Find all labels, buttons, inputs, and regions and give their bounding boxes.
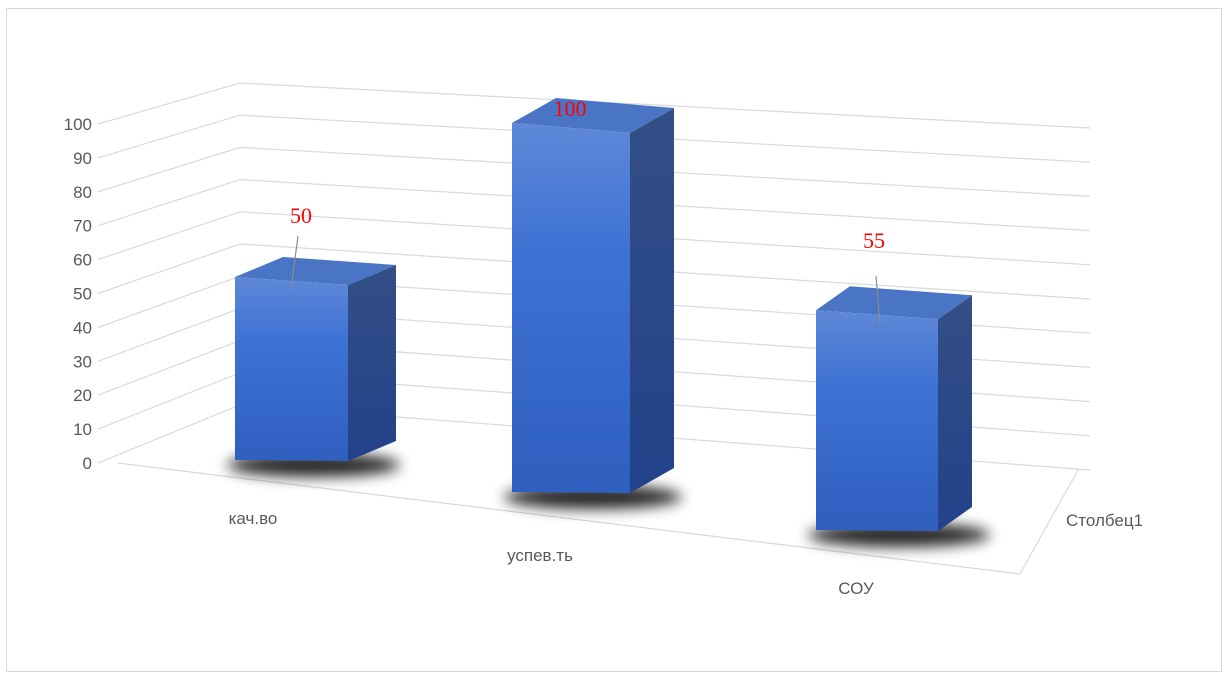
floor-right-edge bbox=[1019, 469, 1079, 575]
y-tick-label: 70 bbox=[73, 217, 92, 236]
label-leaders bbox=[290, 235, 881, 325]
bar bbox=[235, 277, 348, 461]
label-leader-line bbox=[875, 275, 881, 325]
series-axis-label: Столбец1 bbox=[1066, 511, 1143, 530]
y-tick-label: 20 bbox=[73, 386, 92, 405]
label-leader-line bbox=[290, 235, 299, 290]
y-tick-label: 40 bbox=[73, 318, 92, 337]
bars bbox=[235, 98, 972, 531]
bar bbox=[512, 123, 630, 493]
category-label: кач.во bbox=[229, 509, 278, 528]
bar-top bbox=[235, 257, 396, 285]
y-tick-label: 0 bbox=[83, 454, 92, 473]
gridline bbox=[97, 114, 1091, 163]
gridline bbox=[97, 146, 1091, 197]
y-tick-label: 90 bbox=[73, 149, 92, 168]
chart-floor bbox=[117, 462, 1079, 575]
y-axis-ticks: 0 10 20 30 40 50 60 70 80 90 100 bbox=[64, 115, 92, 473]
bar-side bbox=[348, 265, 396, 461]
gridline bbox=[97, 178, 1091, 232]
category-labels: кач.во успев.ть СОУ bbox=[229, 509, 874, 598]
bar bbox=[816, 310, 938, 531]
data-label: 50 bbox=[290, 203, 312, 228]
gridline bbox=[97, 82, 1091, 129]
floor-front-edge bbox=[117, 462, 1021, 575]
category-label: СОУ bbox=[838, 579, 874, 598]
bar-side bbox=[630, 108, 674, 493]
y-tick-label: 50 bbox=[73, 285, 92, 304]
bar-top bbox=[816, 286, 972, 320]
data-label: 100 bbox=[554, 96, 587, 121]
data-label: 55 bbox=[863, 228, 885, 253]
gridlines bbox=[97, 82, 1091, 471]
bar-top bbox=[512, 98, 674, 133]
y-tick-label: 10 bbox=[73, 420, 92, 439]
data-labels: 50 100 55 bbox=[290, 96, 885, 253]
y-tick-label: 80 bbox=[73, 183, 92, 202]
category-label: успев.ть bbox=[507, 546, 573, 565]
y-tick-label: 100 bbox=[64, 115, 92, 134]
gridline bbox=[97, 211, 1091, 266]
y-tick-label: 60 bbox=[73, 251, 92, 270]
gridline bbox=[97, 243, 1091, 300]
y-tick-label: 30 bbox=[73, 352, 92, 371]
bar-side bbox=[938, 295, 972, 531]
